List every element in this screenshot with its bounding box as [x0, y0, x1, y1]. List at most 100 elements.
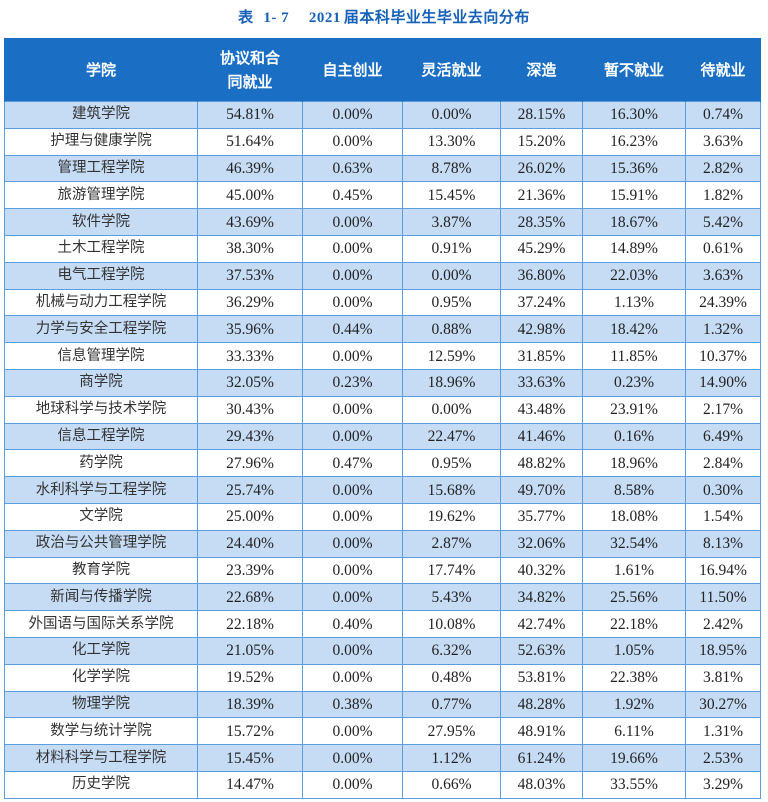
cell-self-employment: 0.00% — [302, 663, 403, 692]
cell-self-employment: 0.63% — [302, 154, 403, 183]
cell-college: 管理工程学院 — [4, 154, 198, 183]
cell-not-employed: 1.13% — [582, 288, 686, 317]
cell-further-study: 43.48% — [500, 395, 583, 424]
cell-flexible: 13.30% — [402, 127, 501, 156]
cell-college: 药学院 — [4, 449, 198, 478]
cell-flexible: 10.08% — [402, 610, 501, 638]
cell-awaiting: 3.81% — [685, 663, 761, 692]
cell-college: 护理与健康学院 — [4, 127, 198, 156]
cell-college: 旅游管理学院 — [4, 181, 198, 210]
cell-awaiting: 2.82% — [685, 154, 761, 183]
cell-college: 数学与统计学院 — [4, 717, 198, 746]
caption-year: 2021 — [308, 10, 341, 26]
table-row: 商学院 32.05% 0.23% 18.96% 33.63% 0.23% 14.90% — [4, 368, 761, 397]
table-row: 外国语与国际关系学院 22.18% 0.40% 10.08% 42.74% 22.18% 2… — [4, 610, 761, 638]
cell-contract: 27.96% — [197, 449, 303, 478]
cell-college: 化学学院 — [4, 663, 198, 692]
table-row: 护理与健康学院 51.64% 0.00% 13.30% 15.20% 16.23% 3.63… — [4, 127, 761, 156]
cell-self-employment: 0.44% — [302, 315, 403, 344]
cell-not-employed: 15.91% — [582, 181, 686, 210]
cell-college: 文学院 — [4, 502, 198, 531]
cell-flexible: 8.78% — [402, 154, 501, 183]
header-awaiting-employment: 待就业 — [685, 38, 761, 102]
cell-flexible: 17.74% — [402, 556, 501, 585]
cell-flexible: 0.00% — [402, 261, 501, 290]
cell-self-employment: 0.00% — [302, 583, 403, 612]
table-row: 水利科学与工程学院 25.74% 0.00% 15.68% 49.70% 8.58% 0.3… — [4, 476, 761, 504]
header-contract-line1: 协议和合 — [219, 48, 280, 67]
cell-contract: 15.72% — [197, 717, 303, 746]
cell-not-employed: 32.54% — [582, 529, 686, 558]
cell-contract: 54.81% — [197, 101, 303, 129]
cell-contract: 35.96% — [197, 315, 303, 344]
cell-college: 地球科学与技术学院 — [4, 395, 198, 424]
cell-contract: 21.05% — [197, 636, 303, 665]
cell-awaiting: 0.61% — [685, 234, 761, 263]
cell-flexible: 0.88% — [402, 315, 501, 344]
cell-further-study: 32.06% — [500, 529, 583, 558]
table-row: 信息工程学院 29.43% 0.00% 22.47% 41.46% 0.16% 6.49% — [4, 422, 761, 451]
cell-self-employment: 0.00% — [302, 127, 403, 156]
cell-flexible: 0.77% — [402, 690, 501, 719]
cell-further-study: 15.20% — [500, 127, 583, 156]
cell-not-employed: 18.42% — [582, 315, 686, 344]
cell-further-study: 42.74% — [500, 610, 583, 638]
cell-contract: 22.68% — [197, 583, 303, 612]
cell-contract: 19.52% — [197, 663, 303, 692]
table-row: 化学学院 19.52% 0.00% 0.48% 53.81% 22.38% 3.81% — [4, 663, 761, 692]
cell-flexible: 15.68% — [402, 476, 501, 504]
header-flexible-employment: 灵活就业 — [402, 38, 501, 102]
cell-contract: 24.40% — [197, 529, 303, 558]
cell-further-study: 61.24% — [500, 744, 583, 772]
cell-contract: 14.47% — [197, 770, 303, 799]
cell-flexible: 0.00% — [402, 101, 501, 129]
cell-awaiting: 10.37% — [685, 342, 761, 370]
cell-further-study: 42.98% — [500, 315, 583, 344]
table-row: 物理学院 18.39% 0.38% 0.77% 48.28% 1.92% 30.27% — [4, 690, 761, 719]
cell-contract: 32.05% — [197, 368, 303, 397]
cell-further-study: 41.46% — [500, 422, 583, 451]
cell-flexible: 3.87% — [402, 208, 501, 236]
cell-not-employed: 33.55% — [582, 770, 686, 799]
cell-awaiting: 1.32% — [685, 315, 761, 344]
cell-self-employment: 0.00% — [302, 395, 403, 424]
cell-college: 化工学院 — [4, 636, 198, 665]
cell-awaiting: 3.29% — [685, 770, 761, 799]
cell-self-employment: 0.00% — [302, 744, 403, 772]
cell-not-employed: 18.67% — [582, 208, 686, 236]
cell-flexible: 0.66% — [402, 770, 501, 799]
cell-awaiting: 2.42% — [685, 610, 761, 638]
table-row: 历史学院 14.47% 0.00% 0.66% 48.03% 33.55% 3.29% — [4, 770, 761, 799]
cell-awaiting: 3.63% — [685, 261, 761, 290]
cell-further-study: 45.29% — [500, 234, 583, 263]
cell-not-employed: 1.61% — [582, 556, 686, 585]
cell-college: 商学院 — [4, 368, 198, 397]
cell-contract: 25.74% — [197, 476, 303, 504]
cell-awaiting: 5.42% — [685, 208, 761, 236]
cell-contract: 23.39% — [197, 556, 303, 585]
cell-self-employment: 0.00% — [302, 636, 403, 665]
cell-self-employment: 0.00% — [302, 422, 403, 451]
cell-further-study: 28.15% — [500, 101, 583, 129]
cell-further-study: 34.82% — [500, 583, 583, 612]
cell-awaiting: 3.63% — [685, 127, 761, 156]
cell-self-employment: 0.00% — [302, 342, 403, 370]
cell-contract: 37.53% — [197, 261, 303, 290]
table-body: 建筑学院 54.81% 0.00% 0.00% 28.15% 16.30% 0.74% 护理与… — [4, 101, 761, 799]
cell-self-employment: 0.00% — [302, 556, 403, 585]
cell-contract: 36.29% — [197, 288, 303, 317]
cell-college: 力学与安全工程学院 — [4, 315, 198, 344]
cell-contract: 25.00% — [197, 502, 303, 531]
cell-further-study: 35.77% — [500, 502, 583, 531]
table-row: 化工学院 21.05% 0.00% 6.32% 52.63% 1.05% 18.95% — [4, 636, 761, 665]
header-further-study: 深造 — [500, 38, 583, 102]
cell-self-employment: 0.38% — [302, 690, 403, 719]
cell-not-employed: 22.03% — [582, 261, 686, 290]
cell-self-employment: 0.23% — [302, 368, 403, 397]
cell-awaiting: 16.94% — [685, 556, 761, 585]
cell-self-employment: 0.00% — [302, 234, 403, 263]
cell-college: 水利科学与工程学院 — [4, 476, 198, 504]
table-row: 文学院 25.00% 0.00% 19.62% 35.77% 18.08% 1.54% — [4, 502, 761, 531]
cell-awaiting: 2.17% — [685, 395, 761, 424]
cell-not-employed: 14.89% — [582, 234, 686, 263]
